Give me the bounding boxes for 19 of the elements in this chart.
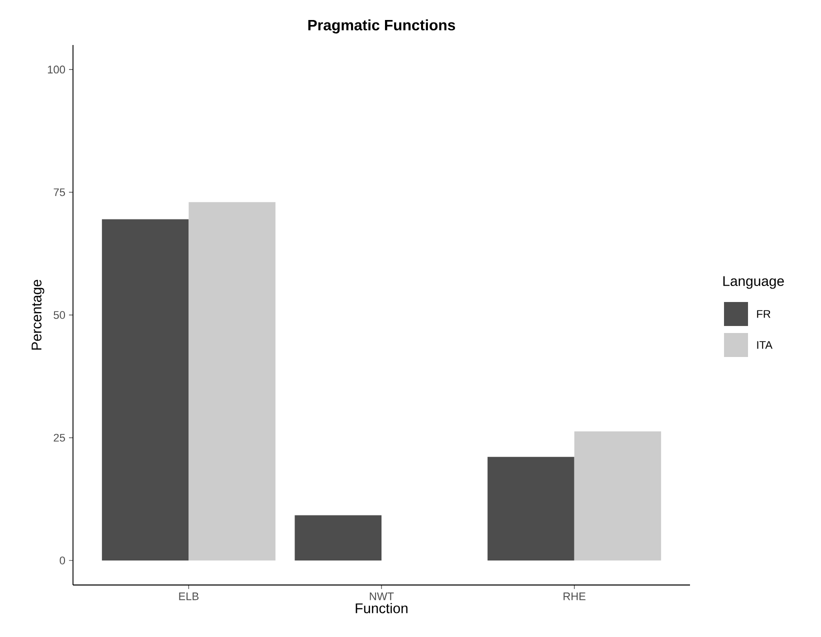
bar [488,456,574,560]
x-tick-label: RHE [564,592,586,600]
chart-title: Pragmatic Functions [308,19,456,34]
bar [294,515,382,560]
x-axis-title: Function [356,602,408,614]
y-tick-label: 75 [54,188,65,196]
legend-title: Language [723,276,784,289]
y-tick-label: 0 [60,556,66,564]
legend-label: FR [757,310,770,318]
x-tick-label: ELB [179,592,199,600]
bar [574,431,662,560]
bar [102,219,189,560]
legend-label: ITA [757,341,772,349]
y-tick-label: 50 [54,311,66,319]
bar [188,202,276,560]
y-tick-label: 25 [54,434,65,442]
x-tick-label: NWT [370,592,394,600]
y-axis-title: Percentage [32,280,44,350]
y-tick-label: 100 [48,66,66,74]
